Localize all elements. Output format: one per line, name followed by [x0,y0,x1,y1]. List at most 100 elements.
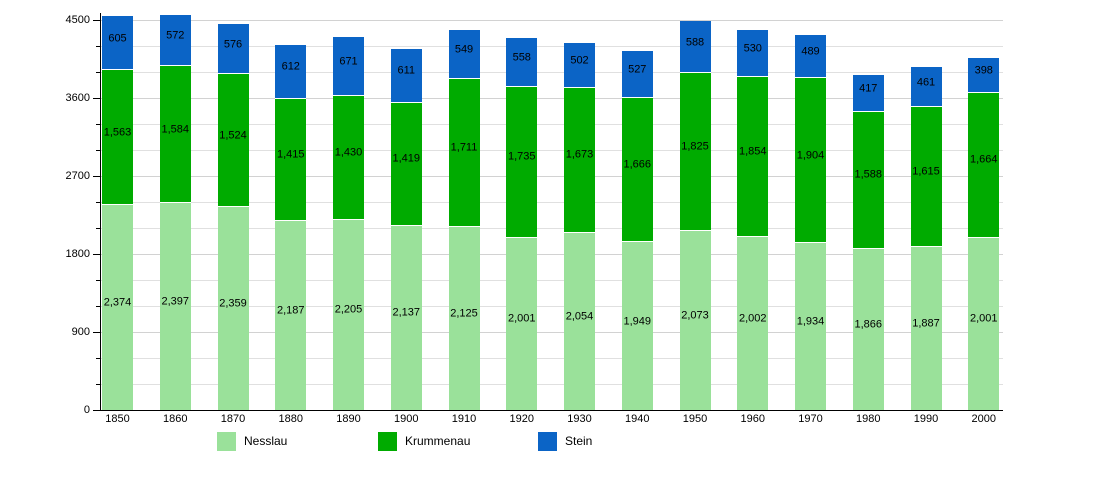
y-axis-minor-tick-2400 [96,202,100,203]
bar-segment-krummenau-1930 [564,86,595,233]
x-axis-label-1990: 1990 [913,413,939,425]
bar-value-nesslau-1980: 1,866 [854,318,883,331]
bar-value-nesslau-1880: 2,187 [276,304,305,317]
bar-value-nesslau-1870: 2,359 [219,297,247,310]
x-axis-label-1930: 1930 [567,413,592,425]
x-axis-label-1860: 1860 [163,413,188,425]
bar-segment-nesslau-1980 [852,248,884,410]
bar-value-nesslau-1960: 2,002 [738,312,767,325]
x-axis-label-1960: 1960 [740,413,765,425]
bar-segment-krummenau-1850 [102,68,133,206]
bar-value-krummenau-1970: 1,904 [796,149,825,162]
bar-segment-krummenau-1960 [737,75,769,238]
bar-value-nesslau-2000: 2,001 [969,312,998,325]
bar-value-stein-1980: 417 [859,82,878,95]
y-axis-minor-tick-1500 [96,280,100,281]
bar-value-nesslau-1970: 1,934 [796,315,825,328]
y-axis-line [100,13,101,411]
bar-value-stein-2000: 398 [974,64,993,77]
bar-value-nesslau-1900: 2,137 [392,306,421,319]
y-axis-minor-tick-4200 [96,46,100,47]
gridline-600 [100,358,1003,359]
bar-segment-nesslau-1920 [506,236,538,410]
bar-value-stein-1940: 527 [628,63,647,76]
bar-value-krummenau-1950: 1,825 [681,140,709,153]
bar-segment-stein-1920 [506,37,538,88]
bar-value-nesslau-1950: 2,073 [681,309,709,322]
bar-segment-stein-1850 [102,16,133,70]
bar-segment-nesslau-1910 [448,225,480,410]
bar-segment-stein-1900 [390,48,422,103]
y-axis-minor-tick-2100 [96,228,100,229]
y-axis-major-tick-4500 [93,20,100,21]
bar-value-krummenau-1940: 1,666 [623,158,652,171]
bar-segment-stein-1990 [910,66,942,108]
gridline-3600 [100,98,1003,99]
bar-value-stein-1870: 576 [223,38,243,50]
gridline-900 [100,332,1003,333]
bar-segment-nesslau-1960 [737,236,769,410]
bar-segment-stein-1880 [275,44,307,99]
bar-segment-krummenau-1940 [621,96,653,243]
bar-segment-krummenau-1980 [852,110,884,250]
bar-value-stein-1850: 605 [108,32,127,45]
bar-segment-nesslau-1940 [621,241,653,410]
bar-value-stein-1910: 549 [454,43,474,56]
gridline-300 [100,384,1003,385]
bar-segment-krummenau-1860 [159,64,191,204]
bar-segment-stein-1970 [795,34,826,79]
y-axis-label-2700: 2700 [65,170,90,182]
bar-segment-nesslau-1930 [564,231,595,410]
bar-segment-stein-1930 [564,43,595,88]
gridline-4200 [100,46,1003,47]
bar-segment-stein-2000 [968,57,1000,94]
bar-value-stein-1880: 612 [281,60,300,73]
x-axis-label-1880: 1880 [278,413,303,425]
bar-value-krummenau-1900: 1,419 [392,152,421,165]
bar-segment-krummenau-1920 [506,86,538,238]
y-axis-minor-tick-3900 [96,72,100,73]
bar-segment-nesslau-1890 [333,218,364,410]
bar-value-stein-1890: 671 [339,55,358,68]
x-axis-label-1940: 1940 [625,413,650,425]
bar-segment-krummenau-1990 [910,106,942,248]
y-axis-major-tick-3600 [93,98,100,99]
x-axis-label-1910: 1910 [451,413,477,425]
bar-segment-stein-1940 [621,51,653,98]
gridline-2100 [100,228,1003,229]
y-axis-minor-tick-300 [96,384,100,385]
bar-value-krummenau-1880: 1,415 [276,148,305,161]
x-axis-label-1850: 1850 [105,413,130,425]
bar-segment-stein-1950 [679,21,711,74]
y-axis-label-0: 0 [83,404,90,416]
gridline-3900 [100,72,1003,73]
bar-value-stein-1990: 461 [916,76,936,89]
bar-segment-nesslau-1990 [910,246,942,410]
x-axis-label-1870: 1870 [220,413,246,425]
bar-value-krummenau-1850: 1,563 [103,126,132,139]
bar-segment-nesslau-2000 [968,236,1000,410]
bar-value-krummenau-1910: 1,711 [450,141,478,154]
bar-value-krummenau-1930: 1,673 [565,148,594,161]
y-axis-major-tick-1800 [93,254,100,255]
bar-value-krummenau-1960: 1,854 [738,145,767,158]
bar-value-nesslau-1850: 2,374 [103,296,132,309]
x-axis-label-1900: 1900 [394,413,419,425]
bar-segment-krummenau-1880 [275,97,307,222]
bar-value-stein-1960: 530 [743,42,762,55]
y-axis-label-900: 900 [71,326,90,338]
bar-value-nesslau-1990: 1,887 [912,317,940,330]
y-axis-label-3600: 3600 [65,92,90,104]
y-axis-major-tick-900 [93,332,100,333]
bar-segment-stein-1960 [737,29,769,77]
x-axis-label-1980: 1980 [856,413,881,425]
y-axis-minor-tick-600 [96,358,100,359]
bar-value-nesslau-1930: 2,054 [565,310,594,323]
bar-value-nesslau-1860: 2,397 [161,295,190,308]
bar-segment-krummenau-1890 [333,94,364,220]
bar-segment-nesslau-1870 [217,205,249,410]
x-axis-label-2000: 2000 [971,413,996,425]
gridline-3000 [100,150,1003,151]
